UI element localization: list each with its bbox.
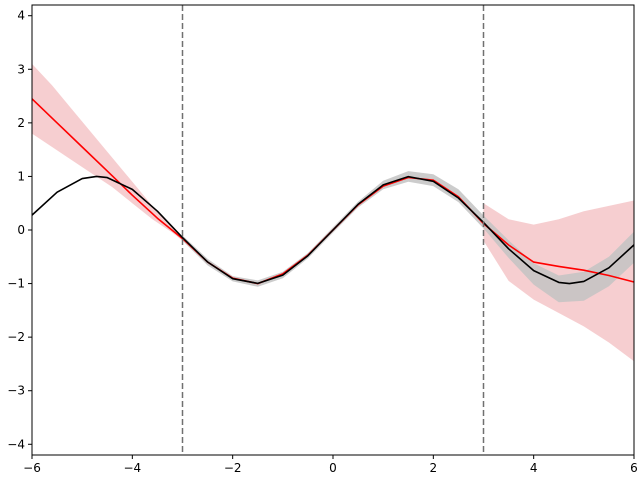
y-tick-label: 3: [17, 62, 25, 76]
y-tick-label: −3: [7, 384, 25, 398]
y-axis-ticks: −4 −3 −2 −1 0 1 2 3 4: [7, 9, 32, 451]
x-tick-label: −4: [123, 461, 141, 475]
confidence-bands: [32, 63, 634, 362]
x-tick-label: −2: [224, 461, 242, 475]
x-tick-label: 2: [430, 461, 438, 475]
series-line-1: [31, 175, 635, 285]
vertical-reference-lines: [181, 5, 485, 455]
x-tick-label: −6: [23, 461, 41, 475]
y-tick-label: −4: [7, 437, 25, 451]
y-tick-label: 4: [17, 9, 25, 23]
x-tick-label: 6: [630, 461, 638, 475]
y-tick-label: 0: [17, 223, 25, 237]
confidence-band-2: [182, 171, 634, 303]
x-tick-label: 4: [530, 461, 538, 475]
series-lines: [31, 98, 635, 285]
y-tick-label: −2: [7, 330, 25, 344]
x-axis-ticks: −6 −4 −2 0 2 4 6: [23, 455, 638, 475]
y-tick-label: −1: [7, 277, 25, 291]
y-tick-label: 2: [17, 116, 25, 130]
confidence-band-0: [32, 63, 183, 241]
y-tick-label: 1: [17, 169, 25, 183]
x-tick-label: 0: [329, 461, 337, 475]
